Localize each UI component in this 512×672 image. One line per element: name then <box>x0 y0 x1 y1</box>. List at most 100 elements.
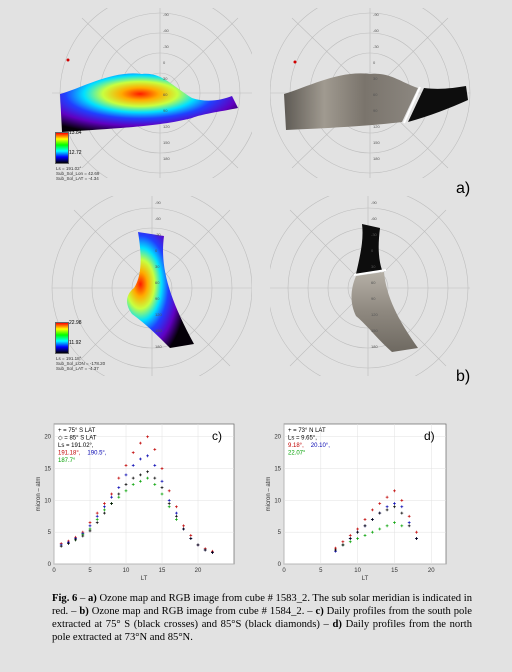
data-point <box>103 508 106 512</box>
data-point <box>385 505 389 509</box>
x-tick-label: 15 <box>159 568 166 574</box>
data-point <box>211 551 214 554</box>
plot-area <box>283 423 447 565</box>
y-tick-label: 20 <box>274 435 281 441</box>
polar-tick-label: 90 <box>155 296 160 301</box>
data-point <box>160 492 164 496</box>
rgb-image-a: -90 -60 -30 0 30 60 90 120 150 180 <box>270 8 471 178</box>
data-point <box>363 518 367 521</box>
data-point <box>378 511 382 515</box>
data-point <box>182 527 185 531</box>
map-b-info-lat: Sub_Sol_LAT = -4.37 <box>56 366 99 371</box>
map-a-info-lat: Sub_Sol_LAT = -4.34 <box>56 176 99 181</box>
map-b-info: Ls = 191.18° Sub_Sol_LON = -178.20 Sub_S… <box>56 356 105 371</box>
polar-tick-label: -30 <box>155 232 162 237</box>
map-a-info-lon: Sub_Sol_Lon = 42.69 <box>56 171 100 176</box>
data-point <box>356 530 360 534</box>
map-b-info-lon: Sub_Sol_LON = -178.20 <box>56 361 106 366</box>
data-point <box>400 511 404 515</box>
polar-tick-label: 120 <box>373 124 380 129</box>
caption-p1: – <box>77 593 88 604</box>
data-point <box>88 529 92 533</box>
legend-entry: + = 73° N LAT <box>288 428 326 434</box>
data-point <box>348 537 352 540</box>
data-point <box>363 524 367 528</box>
x-tick-label: 0 <box>282 568 286 574</box>
polar-tick-label: 180 <box>163 156 170 161</box>
caption-t2: Ozone map and RGB image from cube # 1584… <box>88 606 316 617</box>
map-a-info: Ls = 191.02° Sub_Sol_Lon = 42.69 Sub_Sol… <box>56 166 99 181</box>
y-tick-label: 0 <box>48 562 52 568</box>
data-point <box>370 530 374 534</box>
data-point <box>103 502 106 505</box>
legend-entry: 22.07° <box>288 451 306 457</box>
panel-label: c) <box>212 429 222 443</box>
data-point <box>95 518 99 521</box>
polar-tick-label: 90 <box>163 108 168 113</box>
data-point <box>400 505 404 509</box>
legend-entry: + = 75° S LAT <box>58 428 96 434</box>
polar-tick-label: -90 <box>163 12 170 17</box>
data-point <box>139 457 142 461</box>
y-tick-label: 5 <box>278 530 282 536</box>
data-point <box>95 511 99 515</box>
polar-tick-label: -90 <box>371 200 378 205</box>
data-point <box>95 521 99 525</box>
polar-tick-label: 30 <box>371 264 376 269</box>
data-point <box>67 542 70 546</box>
data-point <box>393 489 396 493</box>
data-point <box>124 473 128 477</box>
data-point <box>131 463 135 467</box>
data-point <box>385 495 389 499</box>
legend-entry: Ls = 191.02°, <box>58 443 94 449</box>
polar-tick-label: 120 <box>371 312 378 317</box>
caption-fig: Fig. 6 <box>52 593 78 604</box>
figure-caption: Fig. 6 – a) Ozone map and RGB image from… <box>52 592 472 644</box>
data-point <box>378 502 382 505</box>
caption-a: a) <box>87 593 97 604</box>
polar-tick-label: 60 <box>163 92 168 97</box>
panel-label-b: b) <box>456 368 471 385</box>
data-point <box>182 524 185 528</box>
polar-tick-label: 150 <box>155 328 162 333</box>
data-point <box>407 524 411 528</box>
data-point <box>131 483 135 486</box>
data-point <box>370 508 374 512</box>
colorbar-a-min: 12.72 <box>69 150 82 156</box>
polar-tick-label: 90 <box>371 296 376 301</box>
x-tick-label: 20 <box>428 568 435 574</box>
data-point <box>167 498 171 502</box>
data-point <box>88 524 92 528</box>
data-point <box>393 521 396 525</box>
polar-tick-label: 150 <box>371 328 378 333</box>
data-point <box>400 524 404 528</box>
data-point <box>124 463 128 467</box>
data-point <box>146 470 149 474</box>
colorbar-a <box>55 132 69 164</box>
polar-tick-label: 0 <box>155 248 158 253</box>
data-point <box>95 514 99 518</box>
data-point <box>370 518 374 521</box>
data-point <box>385 524 389 528</box>
data-point <box>153 463 157 467</box>
chart-d: 0 5 10 15 20 0 5 10 15 20 LT micron – atm + = 73° N … <box>266 423 447 582</box>
data-point <box>139 441 142 445</box>
polar-tick-label: 180 <box>373 156 380 161</box>
plot-area <box>53 423 235 565</box>
legend-entry: ◇ = 85° S LAT <box>58 436 97 442</box>
x-tick-label: 0 <box>52 568 56 574</box>
data-point <box>146 454 149 458</box>
data-point <box>110 502 113 505</box>
polar-tick-label: -90 <box>373 12 380 17</box>
polar-tick-label: -90 <box>155 200 162 205</box>
data-point <box>167 502 171 505</box>
polar-tick-label: 0 <box>371 248 374 253</box>
data-point <box>88 521 92 525</box>
data-point <box>160 467 164 470</box>
polar-tick-label: -30 <box>373 44 380 49</box>
data-point <box>146 476 149 480</box>
legend-entry: 190.5°, <box>87 451 106 457</box>
polar-tick-label: 120 <box>163 124 170 129</box>
polar-tick-label: -60 <box>371 216 378 221</box>
polar-tick-label: 60 <box>371 280 376 285</box>
